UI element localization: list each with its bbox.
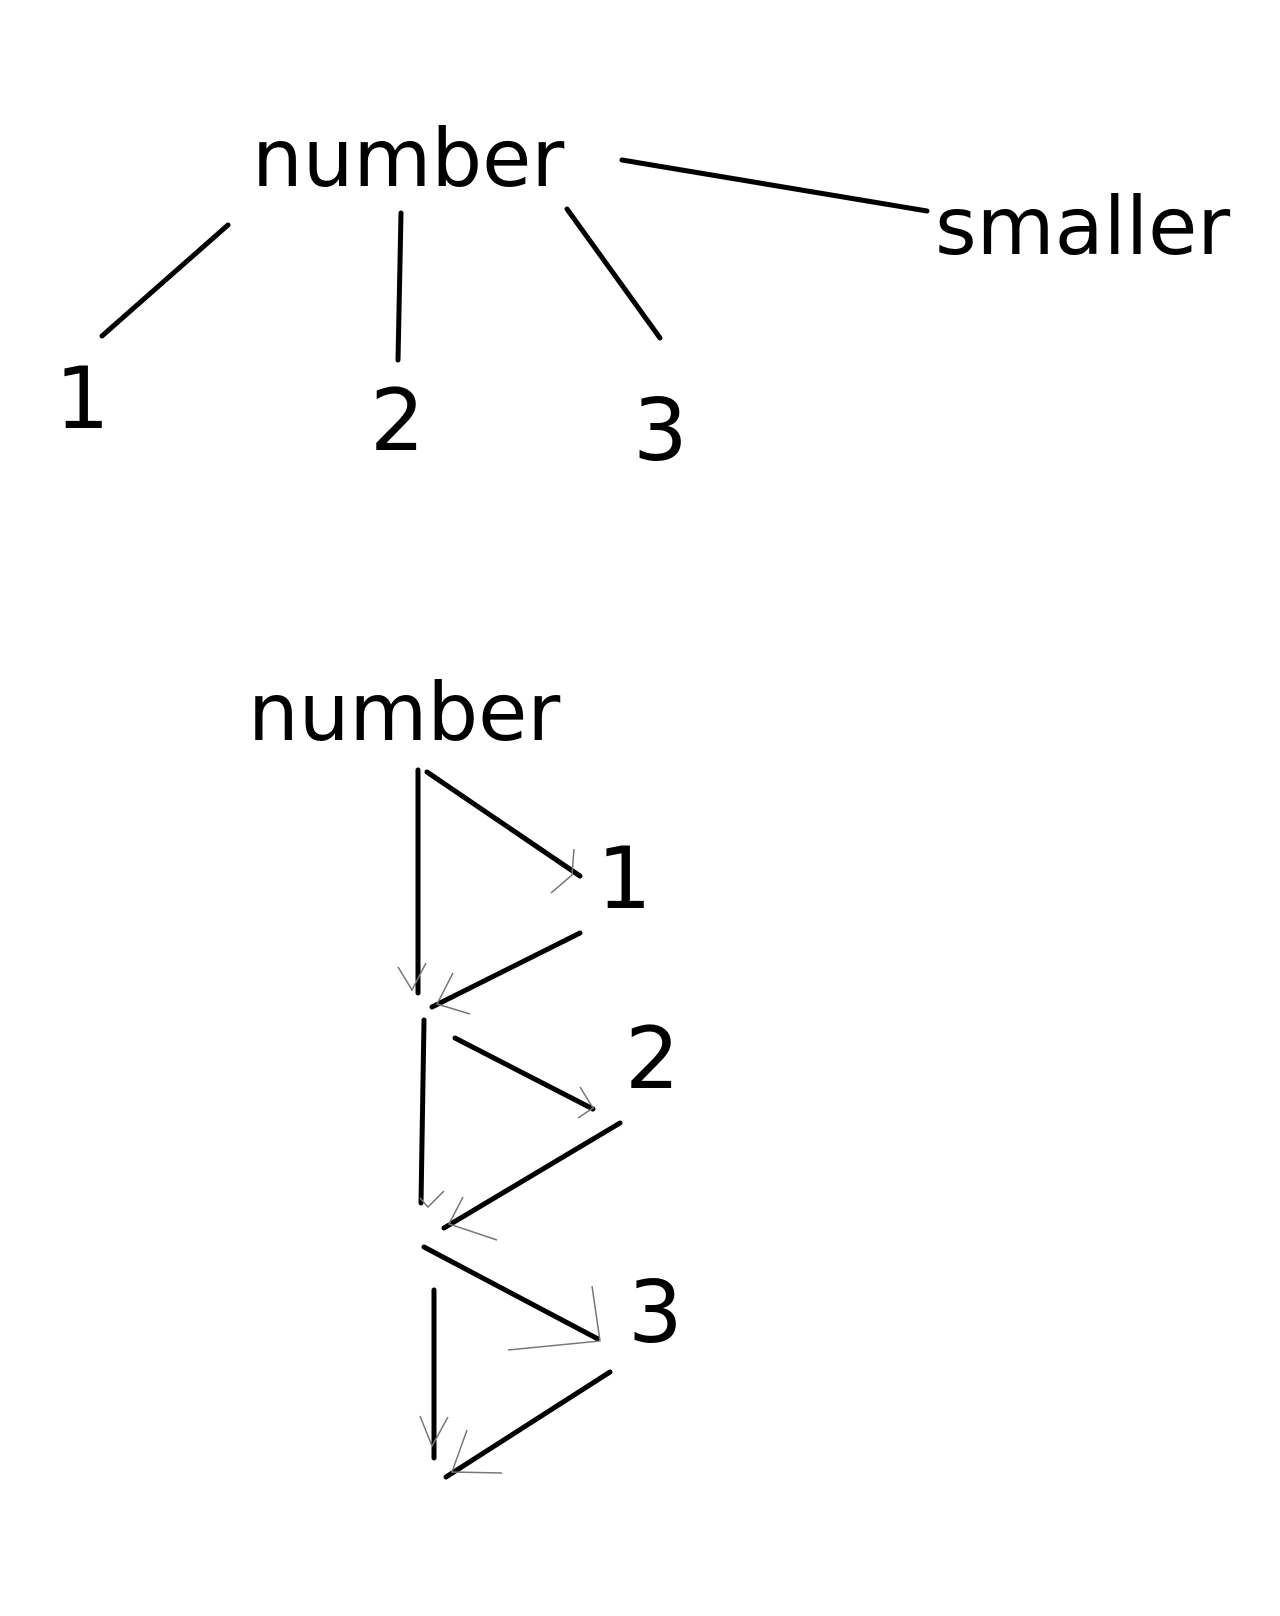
flow-step-label-3: 3 — [628, 1263, 683, 1363]
tree-branch-label: smaller — [935, 180, 1230, 273]
flow-root-label: number — [248, 666, 560, 759]
flow-edge-to-3 — [421, 1244, 601, 1342]
flow-arrowhead-back-3 — [450, 1429, 503, 1474]
flow-arrowhead-to-3 — [507, 1285, 601, 1351]
flow-arrowhead-down-2 — [419, 1190, 445, 1209]
flow-arrowhead-back-1 — [435, 972, 471, 1015]
flow-step-label-2: 2 — [625, 1009, 680, 1109]
flow-arrowhead-back-2 — [447, 1196, 498, 1241]
tree-child-label-3: 3 — [633, 381, 688, 481]
flow-edge-1-back — [429, 930, 583, 1010]
flow-step-label-1: 1 — [597, 829, 652, 929]
flow-edge-2-down — [418, 1017, 427, 1206]
tree-edge-root-to-1 — [99, 222, 231, 339]
flow-edge-2-back — [441, 1120, 623, 1231]
flow-arrowhead-to-1 — [550, 848, 575, 894]
tree-diagram: number smaller 1 2 3 — [55, 112, 1230, 481]
flow-edge-root-to-1 — [424, 769, 583, 879]
tree-edge-root-to-2 — [395, 210, 404, 363]
flow-edge-3-back — [443, 1369, 613, 1480]
flow-arrowhead-down-1 — [397, 962, 427, 992]
tree-child-label-1: 1 — [55, 349, 110, 449]
flow-arrowhead-to-2 — [577, 1086, 595, 1119]
flow-diagram: number 1 2 3 — [248, 666, 683, 1480]
tree-edge-root-to-3 — [564, 206, 663, 341]
tree-edge-root-to-smaller — [619, 157, 930, 214]
flow-arrowhead-down-3 — [419, 1415, 449, 1448]
tree-root-label: number — [252, 112, 564, 205]
flow-edge-to-2 — [452, 1035, 596, 1112]
tree-child-label-2: 2 — [370, 371, 425, 471]
